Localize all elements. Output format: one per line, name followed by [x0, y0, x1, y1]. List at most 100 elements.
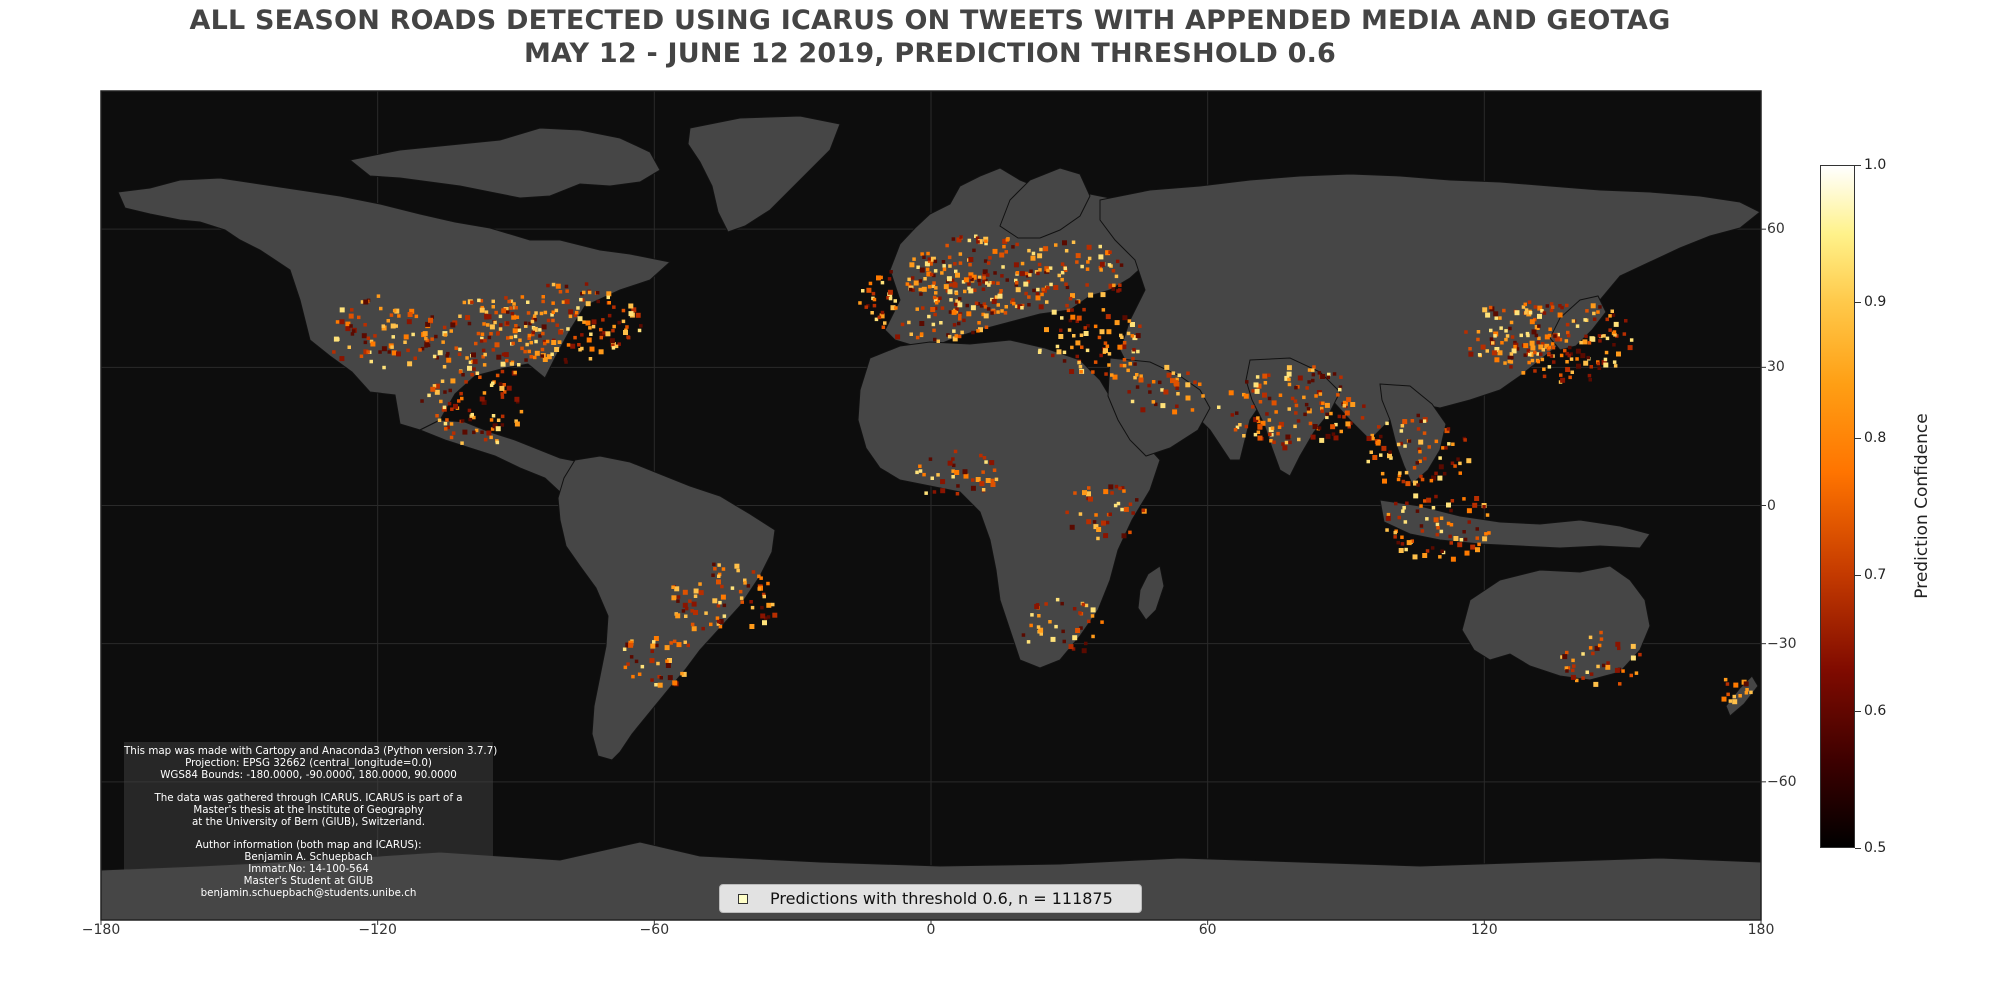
prediction-point [546, 283, 550, 288]
prediction-point [743, 578, 747, 582]
prediction-point [985, 478, 991, 483]
prediction-point [970, 277, 974, 282]
prediction-point [1597, 334, 1602, 338]
prediction-point [1282, 445, 1288, 451]
prediction-point [568, 309, 574, 315]
prediction-point [953, 449, 958, 454]
prediction-point [634, 659, 639, 664]
prediction-point [447, 401, 452, 406]
prediction-point [1133, 362, 1137, 366]
prediction-point [861, 289, 865, 293]
prediction-point [1166, 372, 1172, 378]
prediction-point [1075, 628, 1081, 633]
prediction-point [1634, 671, 1639, 675]
prediction-point [933, 298, 938, 303]
prediction-point [1079, 333, 1084, 337]
prediction-point [1510, 355, 1514, 360]
x-tick-label: −180 [81, 922, 121, 938]
prediction-point [1399, 429, 1404, 433]
prediction-point [524, 358, 528, 362]
prediction-point [907, 283, 912, 288]
prediction-point [986, 261, 991, 265]
prediction-point [498, 314, 503, 319]
prediction-point [1386, 512, 1391, 517]
prediction-point [968, 275, 972, 280]
prediction-point [462, 300, 467, 305]
prediction-point [1099, 261, 1105, 267]
prediction-point [605, 331, 611, 337]
prediction-point [1349, 421, 1353, 425]
prediction-point [1551, 345, 1556, 350]
prediction-point [621, 319, 626, 324]
prediction-point [1440, 549, 1444, 553]
x-tick-label: 180 [1747, 922, 1775, 938]
prediction-point [981, 287, 986, 291]
prediction-point [538, 334, 542, 338]
prediction-point [470, 372, 474, 377]
prediction-point [1107, 363, 1111, 367]
prediction-point [1491, 341, 1495, 345]
prediction-point [1054, 624, 1058, 629]
prediction-point [1410, 419, 1415, 423]
prediction-point [541, 299, 545, 304]
prediction-point [1230, 413, 1235, 417]
prediction-point [1070, 314, 1076, 320]
prediction-point [1500, 341, 1504, 345]
prediction-point [1565, 650, 1569, 655]
prediction-point [931, 284, 936, 288]
prediction-point [991, 299, 997, 304]
prediction-point [682, 589, 688, 595]
prediction-point [1096, 536, 1100, 541]
prediction-point [457, 399, 461, 403]
prediction-point [932, 273, 936, 278]
prediction-point [1276, 431, 1280, 436]
prediction-point [564, 360, 568, 364]
prediction-point [1297, 437, 1301, 442]
prediction-point [930, 307, 936, 312]
prediction-point [491, 381, 495, 385]
prediction-point [482, 391, 487, 395]
prediction-point [1068, 318, 1073, 323]
prediction-point [1262, 373, 1268, 379]
prediction-point [1613, 333, 1617, 337]
prediction-point [749, 624, 755, 629]
prediction-point [977, 239, 983, 245]
prediction-point [570, 343, 576, 349]
prediction-point [1039, 247, 1043, 252]
prediction-point [968, 288, 974, 294]
prediction-point [1320, 374, 1326, 379]
y-tick-label: 0 [1767, 497, 1776, 514]
prediction-point [933, 306, 938, 311]
prediction-point [1434, 494, 1438, 499]
prediction-point [950, 278, 955, 283]
prediction-point [766, 581, 770, 586]
prediction-point [951, 457, 955, 461]
prediction-point [1638, 652, 1642, 657]
prediction-point [1528, 352, 1532, 357]
prediction-point [1381, 445, 1387, 451]
prediction-point [1425, 517, 1429, 521]
prediction-point [1122, 489, 1126, 493]
prediction-point [981, 488, 986, 492]
prediction-point [1075, 260, 1079, 264]
prediction-point [1451, 442, 1455, 446]
prediction-point [1075, 319, 1079, 323]
prediction-point [1550, 305, 1555, 309]
prediction-point [370, 341, 376, 347]
prediction-point [693, 588, 699, 594]
prediction-point [1602, 334, 1606, 338]
prediction-point [1154, 402, 1158, 407]
prediction-point [669, 641, 673, 645]
prediction-point [406, 319, 412, 325]
prediction-point [1242, 434, 1246, 438]
prediction-point [545, 339, 550, 344]
prediction-point [952, 323, 957, 327]
prediction-point [1721, 696, 1727, 702]
prediction-point [637, 328, 642, 333]
prediction-point [486, 314, 492, 320]
prediction-point [1010, 300, 1014, 304]
prediction-point [468, 417, 472, 422]
prediction-point [1629, 338, 1634, 342]
info-line: Benjamin A. Schuepbach [244, 851, 373, 864]
prediction-point [602, 331, 606, 335]
